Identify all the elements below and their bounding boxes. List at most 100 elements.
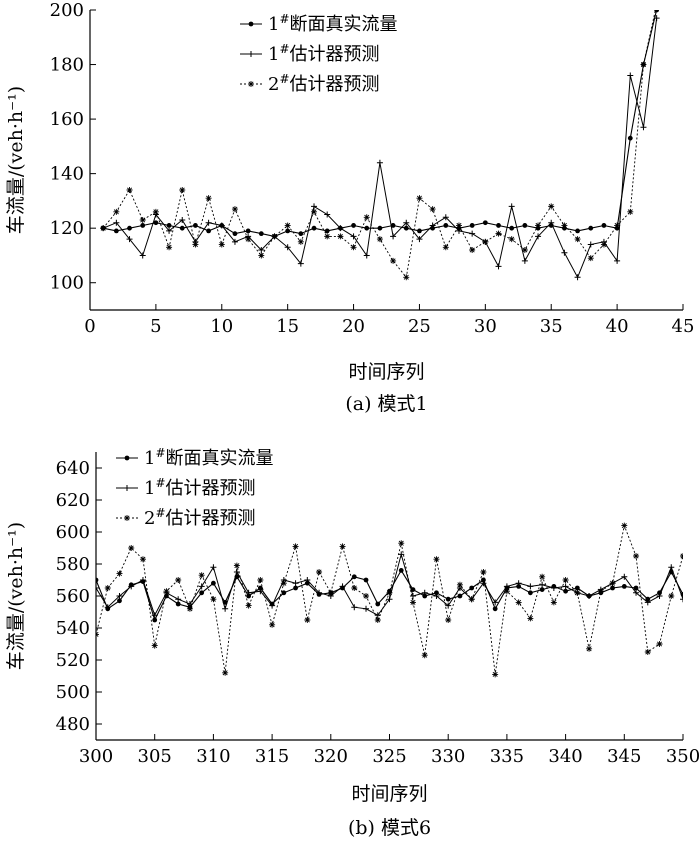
data-point — [311, 203, 318, 210]
data-point — [311, 208, 318, 215]
legend-label-text: 估计器预测 — [290, 44, 380, 65]
data-point — [403, 225, 409, 231]
data-point — [390, 223, 396, 228]
data-point — [627, 208, 634, 215]
data-point — [350, 244, 357, 251]
data-point — [324, 211, 331, 218]
data-point — [292, 580, 299, 587]
data-point — [116, 593, 123, 599]
y-tick-label: 580 — [56, 554, 90, 575]
data-point — [469, 223, 475, 228]
data-point — [339, 543, 346, 550]
y-tick-label: 540 — [56, 618, 90, 639]
data-point — [152, 208, 159, 215]
data-point — [633, 589, 640, 596]
data-point — [258, 231, 264, 237]
legend-label-sup: # — [155, 476, 165, 490]
data-point — [417, 228, 422, 234]
data-point — [199, 590, 205, 596]
x-tick-label: 350 — [666, 746, 700, 767]
data-point — [269, 621, 276, 628]
data-point — [633, 585, 639, 591]
x-tick-label: 35 — [540, 316, 563, 337]
x-tick-label: 315 — [255, 746, 289, 767]
data-point — [492, 671, 499, 678]
plot-area — [96, 522, 683, 678]
data-point — [398, 551, 405, 558]
data-point — [337, 225, 344, 232]
data-point — [610, 585, 615, 591]
data-point — [390, 233, 397, 240]
x-tick-label: 345 — [607, 746, 641, 767]
data-point — [324, 233, 331, 240]
data-point — [376, 159, 383, 166]
data-point — [246, 593, 252, 599]
legend-label-num: 1 — [268, 44, 279, 65]
data-point — [179, 187, 186, 193]
data-point — [285, 228, 291, 234]
data-point — [222, 605, 229, 612]
legend-marker — [248, 81, 254, 87]
plot-area — [100, 10, 660, 281]
x-tick-label: 330 — [431, 746, 465, 767]
data-point — [198, 572, 205, 579]
data-point — [495, 230, 502, 237]
data-point — [429, 222, 436, 229]
data-point — [398, 540, 405, 547]
data-point — [316, 569, 323, 575]
data-point — [100, 225, 107, 232]
data-point — [442, 214, 449, 221]
legend-marker — [248, 51, 254, 57]
y-tick-label: 640 — [56, 458, 90, 479]
data-point — [218, 241, 225, 248]
data-point — [429, 206, 436, 213]
data-point — [561, 222, 568, 229]
data-point — [175, 596, 182, 603]
data-point — [416, 195, 423, 202]
data-point — [375, 601, 381, 607]
data-point — [186, 605, 193, 612]
data-point — [210, 564, 217, 571]
data-point — [166, 223, 172, 228]
legend-label-num: 1 — [144, 478, 155, 499]
data-point — [633, 553, 640, 559]
y-tick-label: 120 — [50, 218, 84, 239]
data-point — [271, 233, 278, 240]
data-point — [297, 260, 304, 267]
y-tick-label: 480 — [56, 714, 90, 735]
data-point — [175, 577, 182, 583]
data-point — [316, 589, 323, 596]
data-point — [374, 617, 381, 623]
data-point — [104, 604, 111, 611]
data-point — [586, 593, 593, 599]
data-point — [574, 589, 581, 596]
data-point — [386, 596, 393, 603]
data-point — [416, 236, 423, 243]
data-point — [193, 223, 198, 228]
data-point — [492, 606, 498, 612]
data-point — [140, 223, 146, 228]
data-point — [284, 222, 291, 229]
data-point — [205, 219, 212, 226]
data-point — [327, 589, 334, 596]
legend-label-text: 断面真实流量 — [290, 14, 398, 35]
data-point — [503, 588, 510, 595]
data-point — [96, 585, 99, 591]
data-point — [548, 219, 555, 226]
data-point — [668, 564, 675, 571]
chart-a: 0 5 10 15 20 25 30 35 40 45 100 120 140 160 180 200 车流量/… — [5, 0, 694, 415]
data-point — [539, 587, 545, 592]
data-point — [206, 228, 212, 234]
data-point — [535, 222, 542, 229]
data-point — [640, 61, 647, 68]
data-point — [644, 599, 651, 606]
data-point — [421, 652, 428, 659]
data-point — [339, 583, 346, 590]
data-point — [480, 569, 487, 575]
data-point — [563, 588, 568, 594]
data-point — [151, 612, 158, 619]
data-point — [562, 583, 569, 590]
data-point — [601, 223, 607, 228]
data-point — [621, 573, 628, 580]
data-point — [179, 217, 186, 223]
